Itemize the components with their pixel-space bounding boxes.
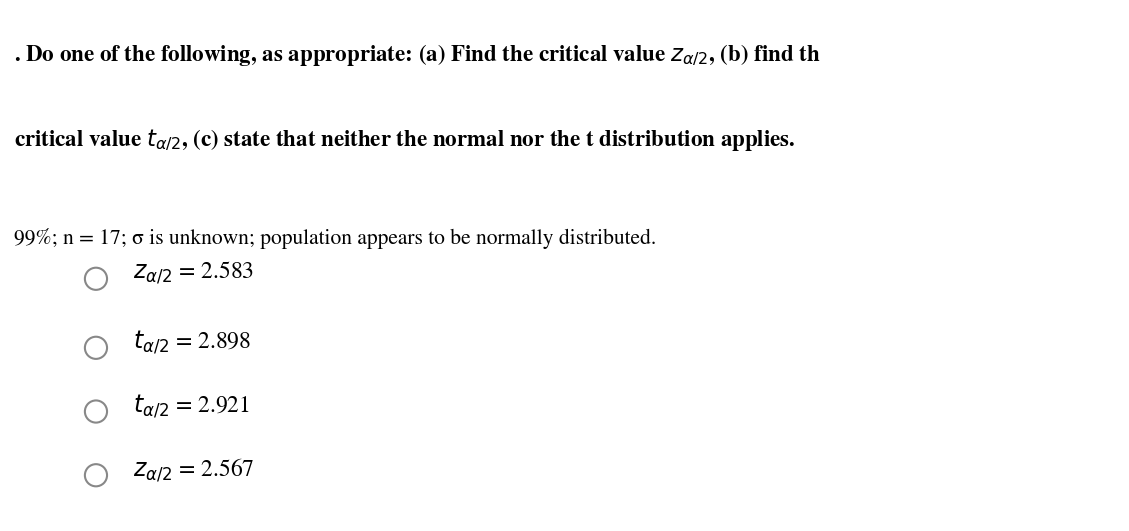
Text: critical value $t_{\alpha/2}$, (c) state that neither the normal nor the t distr: critical value $t_{\alpha/2}$, (c) state… [14,127,795,153]
Text: $z_{\alpha/2}$ = 2.567: $z_{\alpha/2}$ = 2.567 [133,457,255,484]
Text: $t_{\alpha/2}$ = 2.898: $t_{\alpha/2}$ = 2.898 [133,329,252,356]
Point [87,275,105,283]
Text: . Do one of the following, as appropriate: (a) Find the critical value $z_{\alph: . Do one of the following, as appropriat… [14,42,820,68]
Text: $z_{\alpha/2}$ = 2.583: $z_{\alpha/2}$ = 2.583 [133,260,254,286]
Text: $t_{\alpha/2}$ = 2.921: $t_{\alpha/2}$ = 2.921 [133,393,251,420]
Text: 99%; n = 17; σ is unknown; population appears to be normally distributed.: 99%; n = 17; σ is unknown; population ap… [14,228,656,250]
Point [87,407,105,416]
Point [87,471,105,479]
Point [87,344,105,352]
